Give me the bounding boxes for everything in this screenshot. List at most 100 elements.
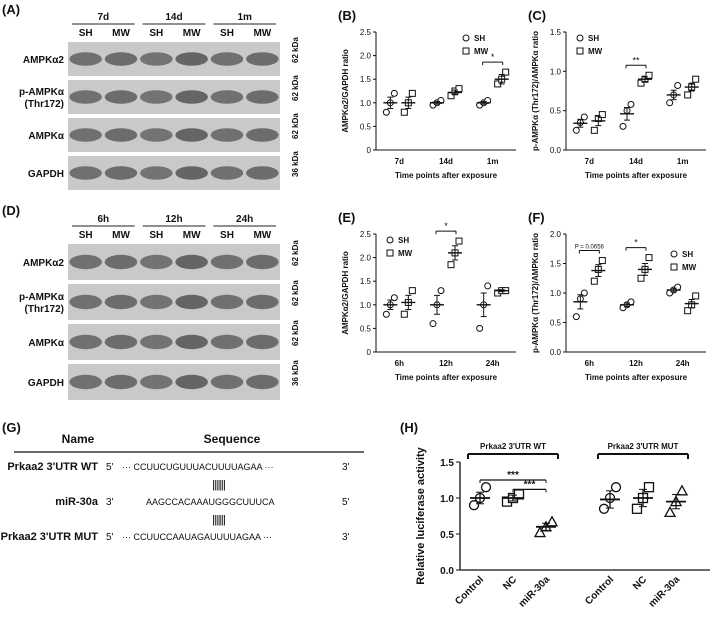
legend-marker <box>462 47 470 55</box>
data-point <box>631 503 643 514</box>
group-label: MW <box>183 230 201 241</box>
blot-row-label: AMPKα2 <box>23 55 65 66</box>
blot-strip <box>68 156 280 190</box>
x-axis-label: Time points after exposure <box>395 373 498 382</box>
sequence-name: miR-30a <box>55 496 99 508</box>
group-label: MW <box>253 230 271 241</box>
data-point <box>674 81 682 89</box>
sequence-text: AAGCCACAAAUGGGCUUUCA <box>146 497 275 507</box>
data-point <box>692 75 700 83</box>
y-tick-label: 1.5 <box>360 75 372 84</box>
significance-label: ** <box>632 55 640 65</box>
y-tick-label: 2.5 <box>360 28 372 37</box>
x-axis-label: Time points after exposure <box>585 171 688 180</box>
data-point <box>468 500 480 511</box>
blot-strip <box>68 284 280 320</box>
x-tick-label: miR-30a <box>517 574 553 610</box>
y-axis-label: p-AMPKα (Thr172)/AMPKα ratio <box>531 233 540 353</box>
x-tick-label: 1m <box>677 157 689 166</box>
panel-label-b: (B) <box>338 8 357 23</box>
sequence-text: ··· CCUUCUGUUUACUUUUAGAA ··· <box>122 462 274 472</box>
y-tick-label: 2.0 <box>360 52 372 61</box>
legend-label: MW <box>474 47 489 56</box>
y-axis-label: p-AMPKα (Thr172)/AMPKα ratio <box>531 31 540 151</box>
data-point <box>533 526 547 538</box>
kda-label: 62 kDa <box>291 37 300 63</box>
data-point <box>645 71 653 79</box>
data-point <box>476 324 484 332</box>
blot-row-label: p-AMPKα (Thr172) <box>19 292 65 315</box>
y-tick-label: 0 <box>367 146 372 155</box>
blot-row-label: AMPKα <box>28 131 64 142</box>
blot-band <box>104 374 138 390</box>
significance-label: *** <box>507 470 519 481</box>
x-tick-label: 6h <box>585 359 594 368</box>
blot-band <box>104 254 138 270</box>
kda-label: 62 kDa <box>291 280 300 306</box>
chart-b: 0 0.5 1.0 1.5 2.0 2.5 7d 14d 1m Time points after… <box>341 28 516 180</box>
data-point <box>484 282 492 290</box>
blot-strip <box>68 244 280 280</box>
kda-label: 62 kDa <box>291 113 300 139</box>
y-tick-label: 1.5 <box>440 458 454 469</box>
data-point <box>666 99 674 107</box>
blot-band <box>246 374 279 390</box>
kda-label: 62 kDa <box>291 320 300 346</box>
y-tick-label: 0.5 <box>550 319 562 328</box>
y-tick-label: 2.0 <box>360 254 372 263</box>
blot-band <box>246 52 279 66</box>
sequence-name: Prkaa2 3'UTR MUT <box>1 531 99 543</box>
x-tick-label: NC <box>631 574 649 592</box>
group-label: SH <box>79 230 93 241</box>
x-tick-label: 1m <box>487 157 499 166</box>
y-tick-label: 0 <box>367 348 372 357</box>
data-point <box>610 482 622 493</box>
blot-band <box>69 52 102 66</box>
data-point <box>572 126 580 134</box>
sequence-name: Prkaa2 3'UTR WT <box>7 461 98 473</box>
time-header: 14d <box>165 12 182 23</box>
blot-band <box>175 334 208 350</box>
x-tick-label: 6h <box>395 359 404 368</box>
data-point <box>645 254 653 262</box>
blot-row-label: AMPKα2 <box>23 258 65 269</box>
sequence-text: ··· CCUUCCAAUAGAUUUUAGAA ··· <box>122 532 272 542</box>
legend-label: MW <box>588 47 603 56</box>
sequence-end-5: 5' <box>106 462 114 473</box>
blot-band <box>246 294 279 310</box>
time-header: 1m <box>237 12 252 23</box>
significance-label: P = 0.0656 <box>575 245 605 251</box>
y-tick-label: 0.5 <box>360 122 372 131</box>
y-tick-label: 1.5 <box>550 28 562 37</box>
group-label: MW <box>253 28 271 39</box>
sequence-table-g: Name Sequence Prkaa2 3'UTR WT 5' ··· CCUUCUG… <box>1 432 364 543</box>
blot-band <box>69 128 102 142</box>
y-tick-label: 1.5 <box>360 277 372 286</box>
y-tick-label: 0.5 <box>550 107 562 116</box>
blot-strip <box>68 80 280 114</box>
blot-band <box>246 128 279 142</box>
blot-band <box>175 52 208 66</box>
significance-label: * <box>634 238 638 248</box>
data-point <box>382 310 390 318</box>
blot-band <box>246 166 279 180</box>
legend-marker <box>462 34 470 42</box>
blot-band <box>104 334 138 350</box>
blot-band <box>210 128 244 142</box>
blot-strip <box>68 42 280 76</box>
legend-label: MW <box>682 263 697 272</box>
panel-label-a: (A) <box>2 2 21 17</box>
data-point <box>590 277 598 285</box>
blot-band <box>104 90 138 104</box>
x-tick-label: 24h <box>486 359 500 368</box>
x-tick-label: 7d <box>585 157 594 166</box>
blot-band <box>104 128 138 142</box>
data-point <box>390 294 398 302</box>
blot-band <box>140 90 173 104</box>
x-tick-label: 12h <box>439 359 453 368</box>
legend-label: MW <box>398 249 413 258</box>
legend-marker <box>670 250 678 258</box>
data-point <box>382 108 390 116</box>
